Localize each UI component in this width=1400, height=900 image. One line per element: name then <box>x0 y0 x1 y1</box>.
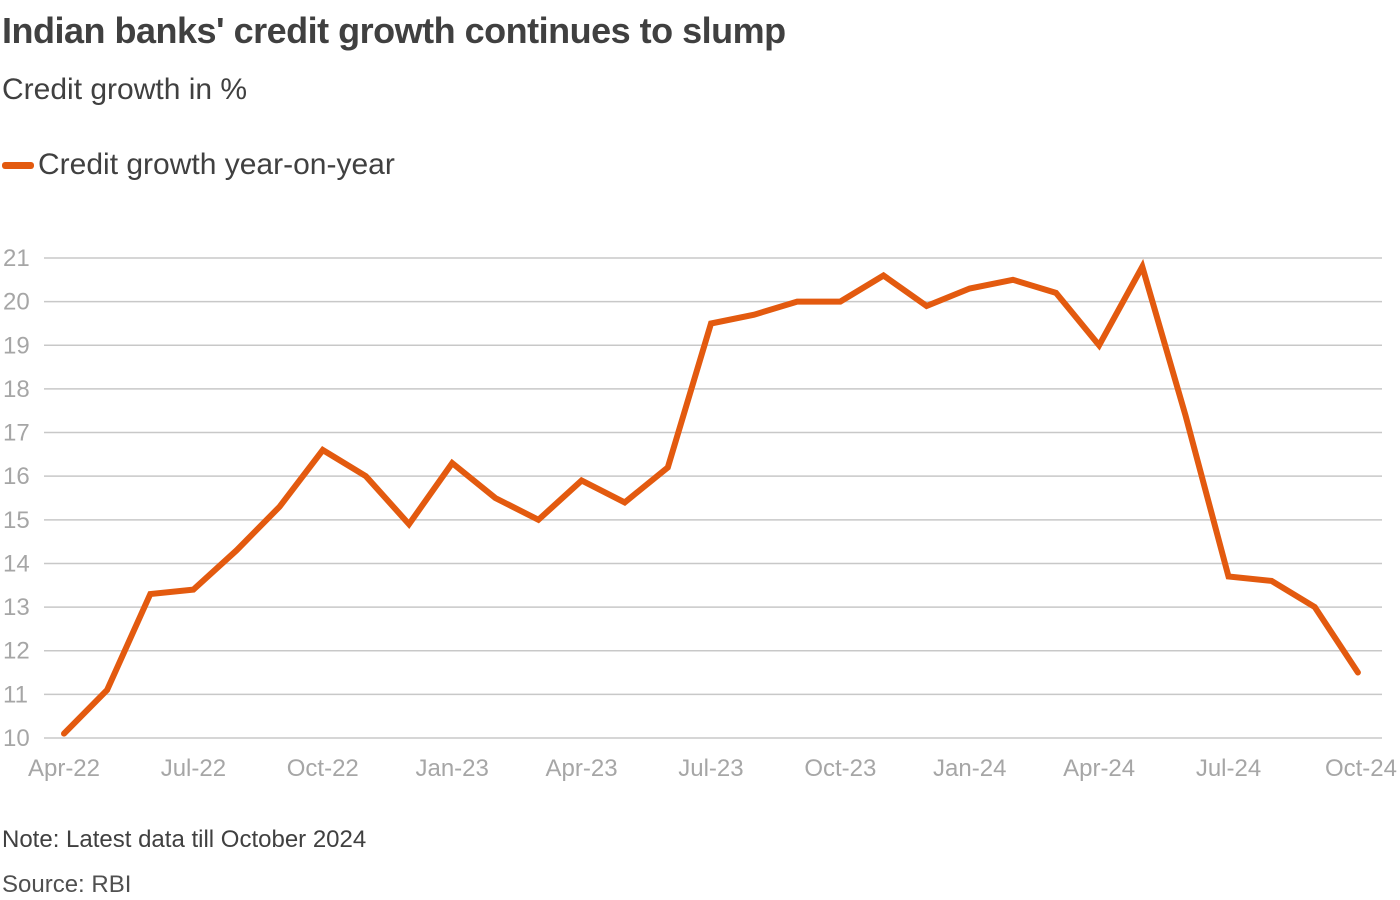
data-point <box>1184 414 1187 417</box>
data-point <box>494 497 497 499</box>
data-point <box>796 300 799 303</box>
y-tick-label: 19 <box>3 332 30 359</box>
data-point <box>1313 606 1316 609</box>
data-point <box>753 313 756 316</box>
x-tick-label: Oct-24 <box>1325 755 1397 782</box>
data-point <box>364 475 367 478</box>
data-point <box>882 274 885 277</box>
data-point <box>321 449 324 451</box>
data-point <box>106 689 109 691</box>
data-point <box>1356 671 1359 674</box>
series-line-credit-growth <box>61 258 1361 737</box>
data-point <box>1141 265 1144 268</box>
x-tick-label: Apr-22 <box>28 755 100 782</box>
data-point <box>709 322 712 325</box>
legend: Credit growth year-on-year <box>2 148 395 182</box>
y-tick-label: 12 <box>3 638 30 665</box>
data-point <box>408 523 411 526</box>
data-point <box>839 300 842 303</box>
data-point <box>1270 579 1273 582</box>
data-point <box>1227 575 1230 578</box>
data-point <box>1011 278 1014 281</box>
y-tick-label: 16 <box>3 463 30 490</box>
data-point <box>278 505 281 508</box>
series-group <box>61 258 1361 737</box>
x-tick-label: Jan-23 <box>415 755 488 782</box>
data-point <box>235 549 238 552</box>
data-point <box>623 501 626 504</box>
data-point <box>1098 344 1101 347</box>
x-tick-label: Oct-22 <box>287 755 359 782</box>
chart-note: Note: Latest data till October 2024 <box>2 826 367 853</box>
y-tick-label: 11 <box>3 681 28 708</box>
data-point <box>192 588 195 591</box>
y-tick-label: 14 <box>3 550 30 577</box>
data-point <box>149 593 152 595</box>
legend-swatch <box>2 161 34 169</box>
chart-subtitle: Credit growth in % <box>2 73 248 106</box>
x-tick-label: Jul-23 <box>678 755 743 782</box>
data-point <box>451 462 454 465</box>
data-point <box>537 518 540 521</box>
chart-title: Indian banks' credit growth continues to… <box>2 10 786 51</box>
data-point <box>63 732 65 735</box>
x-tick-label: Jul-22 <box>161 755 226 782</box>
legend-label: Credit growth year-on-year <box>38 148 395 181</box>
y-tick-label: 20 <box>3 289 30 316</box>
x-tick-label: Jul-24 <box>1196 755 1261 782</box>
data-point <box>1054 291 1057 294</box>
data-point <box>925 305 928 307</box>
y-tick-label: 18 <box>3 376 30 403</box>
x-tick-label: Oct-23 <box>804 755 876 782</box>
x-tick-label: Jan-24 <box>933 755 1006 782</box>
data-point <box>968 287 971 290</box>
y-axis-ticks: 10 11 12 13 14 15 16 17 18 19 20 21 <box>3 245 30 752</box>
y-tick-label: 15 <box>3 507 30 534</box>
data-point <box>666 466 669 469</box>
x-tick-label: Apr-23 <box>546 755 618 782</box>
x-axis-ticks: Apr-22 Jul-22 Oct-22 Jan-23 Apr-23 Jul-23 Oct-… <box>28 755 1397 782</box>
chart-source: Source: RBI <box>2 871 132 898</box>
gridlines <box>44 257 1382 739</box>
y-tick-label: 13 <box>3 594 30 621</box>
data-point <box>580 479 583 482</box>
y-tick-label: 21 <box>3 245 30 272</box>
y-tick-label: 10 <box>3 725 30 752</box>
x-tick-label: Apr-24 <box>1063 755 1135 782</box>
y-tick-label: 17 <box>3 420 30 447</box>
